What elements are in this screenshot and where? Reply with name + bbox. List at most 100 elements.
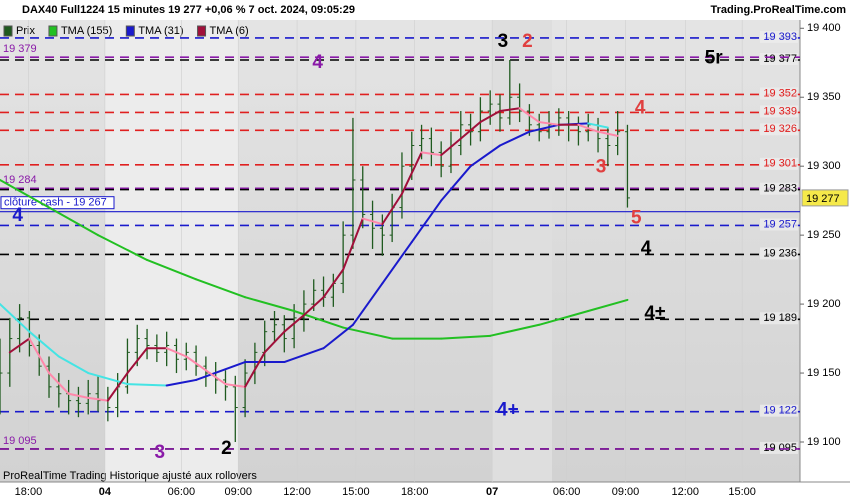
level-label: 19 257 — [763, 218, 797, 230]
indicator-segment — [293, 309, 345, 329]
indicator-segment — [322, 268, 345, 299]
indicator-segment — [469, 144, 501, 168]
indicator-segment — [0, 178, 51, 209]
annotation: 4 — [312, 52, 323, 73]
session-shade — [492, 20, 552, 482]
y-tick-label: 19 150 — [807, 367, 841, 379]
level-label: 19 379 — [3, 43, 37, 55]
level-label-box — [0, 196, 115, 210]
indicator-segment — [597, 130, 619, 137]
annotation: 3 — [498, 31, 509, 52]
indicator-segment — [342, 326, 394, 340]
level-label-bg — [760, 404, 798, 417]
indicator-segment — [410, 199, 443, 244]
indicator-segment — [97, 234, 149, 261]
level-label: 19 326 — [763, 123, 797, 135]
level-label-bg — [760, 87, 798, 100]
indicator-segment — [185, 355, 207, 372]
level-label: 19 377 — [763, 53, 797, 65]
level-label-bg — [760, 123, 798, 136]
indicator-segment — [361, 217, 384, 226]
y-tick-label: 19 100 — [807, 436, 841, 448]
indicator-segment — [195, 278, 247, 299]
level-label-bg — [760, 157, 798, 170]
level-label: 19 236 — [763, 247, 797, 259]
indicator-segment — [48, 372, 70, 395]
indicator-segment — [322, 323, 354, 350]
x-tick-label: 12:00 — [672, 486, 700, 498]
indicator-segment — [440, 137, 462, 157]
x-tick-label: 15:00 — [342, 486, 370, 498]
x-tick-label: 12:00 — [283, 486, 311, 498]
indicator-segment — [302, 296, 325, 317]
level-label-bg — [760, 105, 798, 118]
level-label: 19 095 — [763, 442, 797, 454]
level-label-bg — [760, 441, 798, 454]
indicator-segment — [283, 314, 305, 333]
indicator-segment — [126, 347, 149, 375]
indicator-segment — [28, 330, 60, 358]
level-label-bg — [760, 52, 798, 65]
indicator-segment — [342, 217, 364, 271]
indicator-segment — [8, 337, 31, 354]
indicator-segment — [244, 351, 266, 388]
annotation: 3 — [155, 442, 166, 463]
indicator-segment — [263, 330, 286, 354]
indicator-segment — [57, 355, 90, 375]
indicator-segment — [518, 107, 541, 124]
annotation: 2 — [522, 31, 533, 52]
x-tick-label: 07 — [486, 486, 498, 498]
source: Trading.ProRealTime.com — [710, 4, 846, 16]
annotation: 4 — [12, 205, 23, 226]
annotation: 5 — [631, 208, 642, 229]
indicator-segment — [459, 121, 482, 140]
y-tick-label: 19 250 — [807, 229, 841, 241]
indicator-segment — [165, 378, 198, 387]
level-label-bg — [760, 218, 798, 231]
level-label-bg — [760, 312, 798, 325]
x-tick-label: 18:00 — [15, 486, 43, 498]
last-price-label: 19 277 — [806, 193, 840, 205]
indicator-segment — [244, 296, 296, 312]
x-tick-label: 09:00 — [224, 486, 252, 498]
y-tick-label: 19 200 — [807, 298, 841, 310]
level-label: 19 122 — [763, 405, 797, 417]
indicator-segment — [440, 165, 472, 202]
indicator-segment — [195, 361, 247, 381]
indicator-segment — [440, 334, 492, 340]
header-title: DAX40 Full1224 15 minutes 19 277 +0,06 %… — [22, 4, 355, 16]
annotation: 4+ — [497, 399, 519, 420]
indicator-segment — [204, 369, 227, 386]
level-label-bg — [760, 182, 798, 195]
annotation: 4 — [635, 97, 646, 118]
annotation: 3 — [596, 157, 607, 178]
annotation: 5r — [705, 48, 724, 69]
legend-swatch — [48, 25, 58, 37]
indicator-segment — [528, 123, 560, 133]
indicator-segment — [28, 337, 51, 375]
y-tick-label: 19 400 — [807, 22, 841, 34]
level-label: 19 301 — [763, 158, 797, 170]
indicator-segment — [351, 282, 384, 326]
level-label: 19 284 — [3, 174, 37, 186]
indicator-segment — [283, 347, 325, 364]
annotation: 4± — [644, 303, 665, 324]
indicator-segment — [587, 122, 609, 129]
legend-label: Prix — [16, 25, 35, 37]
indicator-segment — [400, 151, 423, 195]
x-tick-label: 15:00 — [728, 486, 756, 498]
indicator-segment — [381, 192, 403, 226]
legend-swatch — [197, 25, 207, 37]
legend-swatch — [125, 25, 135, 37]
indicator-segment — [499, 130, 531, 147]
indicator-segment — [165, 347, 188, 358]
level-label: 19 393 — [763, 31, 797, 43]
indicator-segment — [538, 121, 560, 126]
legend-label: TMA (6) — [210, 25, 249, 37]
legend-label: TMA (155) — [61, 25, 112, 37]
level-label-bg — [760, 30, 798, 43]
indicator-segment — [0, 303, 31, 333]
indicator-segment — [146, 258, 198, 281]
indicator-segment — [126, 383, 168, 387]
